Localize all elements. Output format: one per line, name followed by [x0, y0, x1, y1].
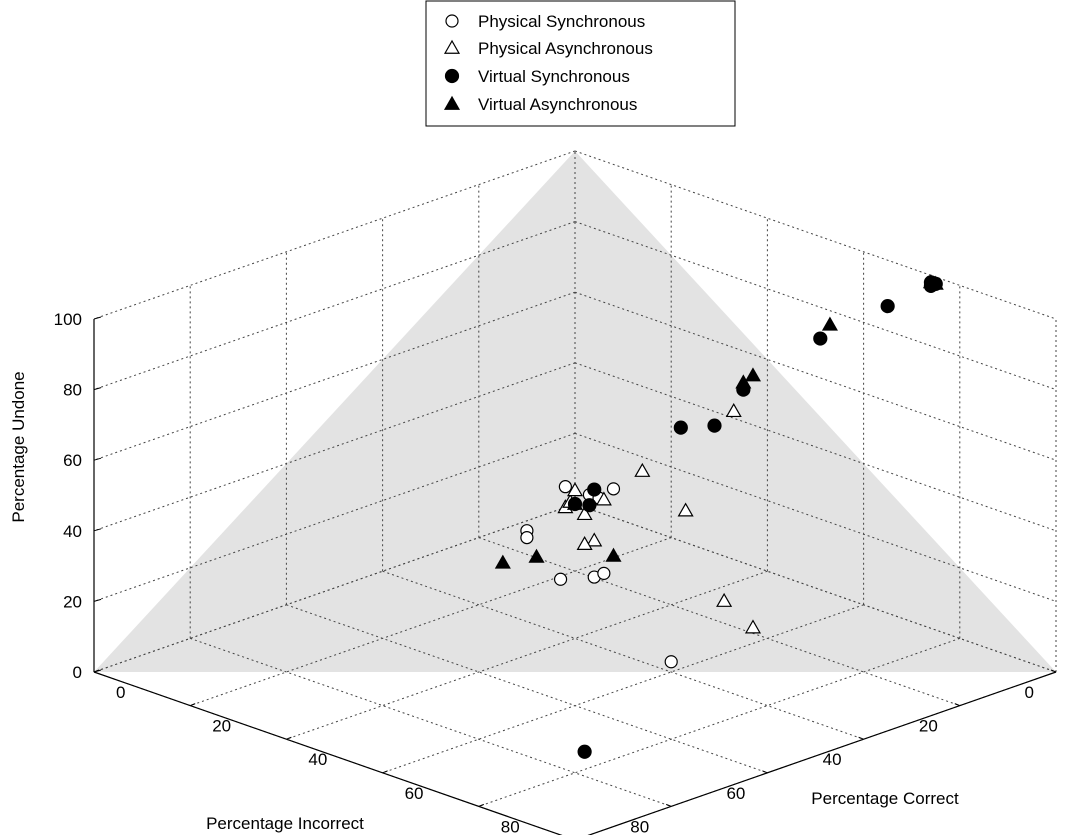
x-tick-label: 80	[501, 817, 520, 835]
y-tick-label: 0	[1025, 683, 1034, 702]
physical-synchronous-marker	[558, 480, 572, 494]
y-tick-label: 20	[919, 717, 938, 736]
z-tick-mark	[93, 457, 102, 461]
physical-asynchronous-marker	[586, 532, 603, 547]
x-tick-label: 20	[212, 717, 231, 736]
z-tick-label: 40	[63, 522, 82, 541]
virtual-asynchronous-marker	[528, 548, 545, 563]
physical-asynchronous-marker	[677, 502, 694, 517]
z-axis-title: Percentage Undone	[9, 371, 28, 522]
virtual-synchronous-marker	[707, 418, 722, 433]
z-tick-label: 20	[63, 592, 82, 611]
legend-label-physical-synchronous: Physical Synchronous	[478, 12, 645, 31]
y-tick-mark	[1050, 669, 1057, 673]
y-axis-title: Percentage Incorrect	[206, 814, 364, 833]
x-tick-mark	[286, 736, 292, 740]
x-axis-line	[93, 671, 563, 835]
x-tick-mark	[478, 803, 484, 807]
virtual-synchronous-marker	[587, 482, 602, 497]
virtual-synchronous-marker	[813, 331, 828, 346]
y-axis-line	[587, 671, 1057, 835]
z-tick-label: 60	[63, 451, 82, 470]
physical-synchronous-marker	[597, 566, 611, 580]
x-tick-mark	[93, 669, 100, 673]
physical-asynchronous-marker	[725, 402, 742, 418]
virtual-asynchronous-marker	[494, 554, 511, 569]
x-tick-label: 0	[116, 683, 125, 702]
virtual-asynchronous-marker	[735, 374, 752, 389]
floor-grid-line	[587, 671, 1057, 835]
x-tick-mark	[190, 703, 196, 707]
physical-asynchronous-marker	[595, 491, 612, 506]
x-tick-label: 60	[405, 784, 424, 803]
y-tick-label: 40	[823, 750, 842, 769]
virtual-asynchronous-marker	[566, 495, 584, 510]
virtual-asynchronous-marker	[443, 95, 461, 110]
z-tick-mark	[93, 598, 102, 602]
virtual-asynchronous-marker	[821, 316, 838, 331]
virtual-synchronous-marker	[444, 68, 460, 84]
tick-labels: 020406080100020406080100020406080100	[54, 310, 1057, 835]
y-tick-label: 80	[630, 817, 649, 835]
legend-box	[425, 0, 736, 127]
virtual-synchronous-marker	[673, 420, 688, 435]
x-axis-title: Percentage Correct	[811, 789, 959, 808]
virtual-asynchronous-marker	[927, 275, 944, 290]
physical-asynchronous-marker	[443, 39, 461, 54]
legend-label-physical-asynchronous: Physical Asynchronous	[478, 39, 653, 58]
physical-asynchronous-marker	[566, 482, 584, 497]
z-tick-label: 80	[63, 381, 82, 400]
z-tick-mark	[93, 387, 102, 391]
simplex-plane	[94, 151, 1056, 672]
z-tick-mark	[93, 528, 102, 532]
physical-synchronous-marker	[553, 572, 568, 586]
physical-asynchronous-marker	[634, 462, 651, 477]
virtual-synchronous-marker	[582, 498, 597, 513]
virtual-synchronous-marker	[577, 744, 592, 759]
virtual-asynchronous-marker	[605, 547, 622, 562]
legend: Physical Synchronous Physical Asynchrono…	[425, 0, 736, 127]
physical-asynchronous-marker	[576, 506, 593, 521]
virtual-asynchronous-marker	[744, 367, 762, 382]
axes	[93, 319, 1057, 835]
simplex-plane-fill	[94, 151, 1056, 672]
y-tick-mark	[762, 770, 768, 774]
x-tick-mark	[382, 770, 388, 774]
y-tick-label: 60	[726, 784, 745, 803]
y-tick-mark	[858, 736, 864, 740]
virtual-synchronous-marker	[880, 298, 895, 314]
y-tick-mark	[666, 803, 672, 807]
legend-label-virtual-asynchronous: Virtual Asynchronous	[478, 95, 637, 114]
floor-grid-line	[93, 671, 563, 835]
physical-asynchronous-marker	[744, 619, 762, 634]
x-tick-label: 40	[308, 750, 327, 769]
y-tick-mark	[954, 703, 960, 707]
physical-synchronous-marker	[606, 482, 621, 496]
data-markers	[494, 274, 944, 759]
z-tick-label: 0	[73, 663, 82, 682]
physical-asynchronous-marker	[716, 592, 733, 607]
z-tick-mark	[93, 316, 102, 320]
physical-synchronous-marker	[445, 14, 459, 28]
legend-label-virtual-synchronous: Virtual Synchronous	[478, 67, 630, 86]
physical-synchronous-marker	[520, 530, 534, 545]
physical-asynchronous-marker	[576, 535, 593, 551]
physical-synchronous-marker	[664, 655, 678, 669]
z-tick-label: 100	[54, 310, 82, 329]
